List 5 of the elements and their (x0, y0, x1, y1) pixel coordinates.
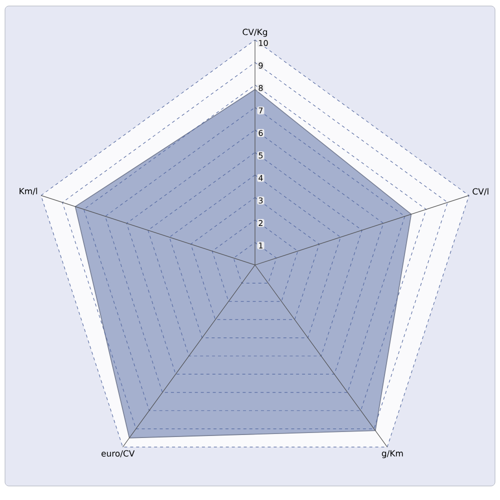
spoke-label: g/Km (382, 450, 403, 458)
spoke-label: Km/l (20, 188, 38, 195)
spoke-label: CV/l (472, 188, 488, 196)
spoke-label: euro/CV (102, 450, 135, 458)
spoke-label: CV/Kg (242, 28, 267, 37)
